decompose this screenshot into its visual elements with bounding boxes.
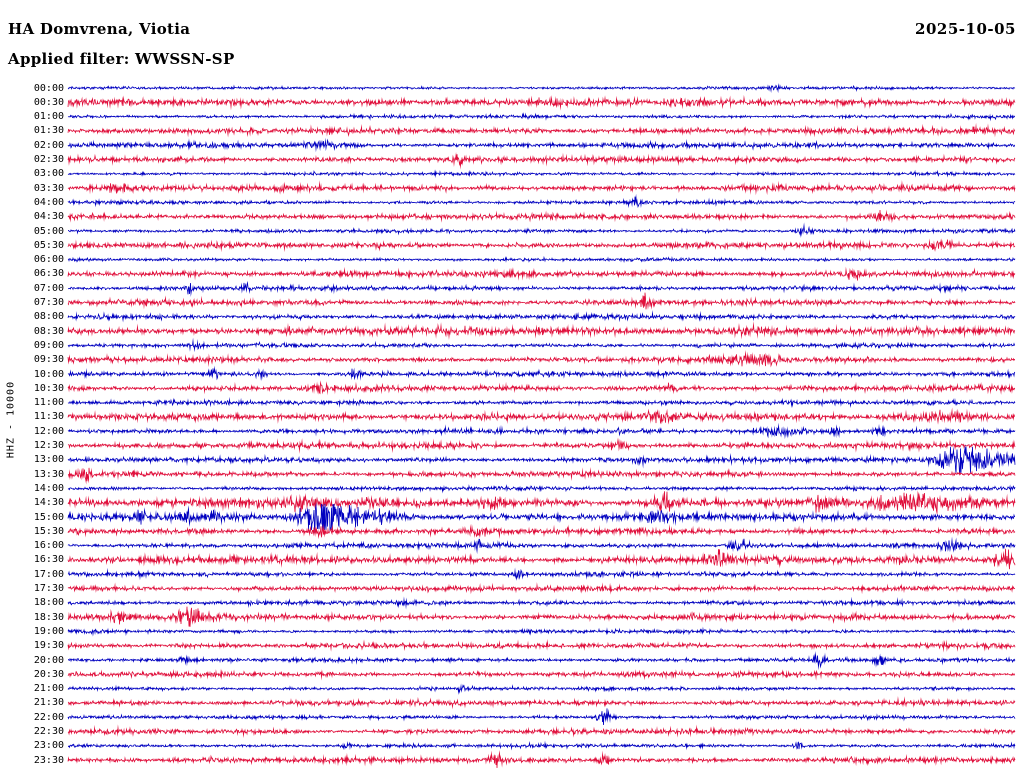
time-label: 05:00 bbox=[33, 225, 64, 237]
time-label: 13:30 bbox=[33, 468, 64, 480]
time-label: 15:30 bbox=[33, 525, 64, 537]
time-label: 23:30 bbox=[33, 754, 64, 766]
time-label: 10:00 bbox=[33, 368, 64, 380]
time-label: 08:00 bbox=[33, 311, 64, 323]
time-label: 20:30 bbox=[33, 668, 64, 680]
time-label: 23:00 bbox=[33, 740, 64, 752]
time-label: 14:00 bbox=[33, 482, 64, 494]
time-label: 06:30 bbox=[33, 268, 64, 280]
time-label: 03:00 bbox=[33, 168, 64, 180]
time-label: 12:00 bbox=[33, 425, 64, 437]
time-label: 03:30 bbox=[33, 182, 64, 194]
time-label: 18:00 bbox=[33, 597, 64, 609]
time-label: 17:30 bbox=[33, 583, 64, 594]
time-label: 06:00 bbox=[33, 254, 64, 266]
time-label: 20:00 bbox=[33, 654, 64, 666]
time-label: 21:00 bbox=[33, 683, 64, 695]
time-label: 00:30 bbox=[33, 96, 64, 108]
time-label: 04:00 bbox=[33, 196, 64, 208]
time-label: 07:30 bbox=[33, 297, 64, 308]
time-label: 19:30 bbox=[33, 640, 64, 652]
time-label: 16:30 bbox=[33, 554, 64, 566]
time-label: 07:00 bbox=[33, 282, 64, 294]
time-label: 01:30 bbox=[33, 125, 64, 137]
time-label: 02:30 bbox=[33, 154, 64, 165]
time-label: 05:30 bbox=[33, 239, 64, 251]
time-label: 17:00 bbox=[33, 568, 64, 580]
time-label: 11:00 bbox=[33, 397, 64, 409]
time-label: 01:00 bbox=[33, 111, 64, 123]
time-label: 16:00 bbox=[33, 540, 64, 552]
time-label: 04:30 bbox=[33, 211, 64, 223]
time-label: 14:30 bbox=[33, 497, 64, 509]
time-label: 11:30 bbox=[33, 411, 64, 423]
time-label: 00:00 bbox=[33, 82, 64, 94]
time-label: 13:00 bbox=[33, 454, 64, 466]
time-label: 02:00 bbox=[33, 139, 64, 151]
time-label: 12:30 bbox=[33, 440, 64, 451]
time-label: 15:00 bbox=[33, 511, 64, 523]
time-label: 09:00 bbox=[33, 339, 64, 351]
time-label: 22:00 bbox=[33, 711, 64, 723]
time-label: 10:30 bbox=[33, 382, 64, 394]
time-label: 18:30 bbox=[33, 611, 64, 623]
time-label: 08:30 bbox=[33, 325, 64, 337]
time-label: 21:30 bbox=[33, 697, 64, 709]
time-label: 09:30 bbox=[33, 354, 64, 366]
time-label: 19:00 bbox=[33, 625, 64, 637]
time-label: 22:30 bbox=[33, 726, 64, 737]
